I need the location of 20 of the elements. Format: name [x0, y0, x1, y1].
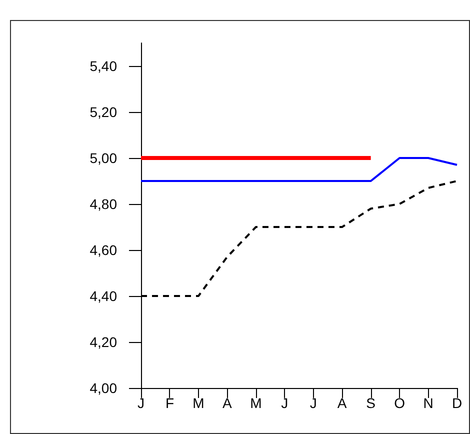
y-tick-label: 4,80 [90, 196, 118, 212]
y-tick-label: 5,20 [90, 104, 118, 120]
x-tick-label: F [165, 395, 174, 411]
x-tick-label: O [394, 395, 406, 411]
x-tick-label: D [452, 395, 462, 411]
x-tick-label: A [222, 395, 233, 411]
x-tick-label: M [250, 395, 262, 411]
y-tick-label: 4,20 [90, 334, 118, 350]
y-tick-label: 4,60 [90, 242, 118, 258]
x-tick-label: N [423, 395, 434, 411]
y-tick-label: 5,00 [90, 150, 118, 166]
x-tick-label: J [310, 395, 317, 411]
y-tick-label: 4,00 [90, 380, 118, 396]
x-tick-label: A [337, 395, 348, 411]
x-tick-label: J [138, 395, 144, 411]
y-tick-label: 4,40 [90, 288, 118, 304]
y-tick-label: 5,40 [90, 58, 118, 74]
x-tick-label: M [192, 395, 204, 411]
x-tick-label: S [366, 395, 376, 411]
x-tick-label: J [281, 395, 288, 411]
